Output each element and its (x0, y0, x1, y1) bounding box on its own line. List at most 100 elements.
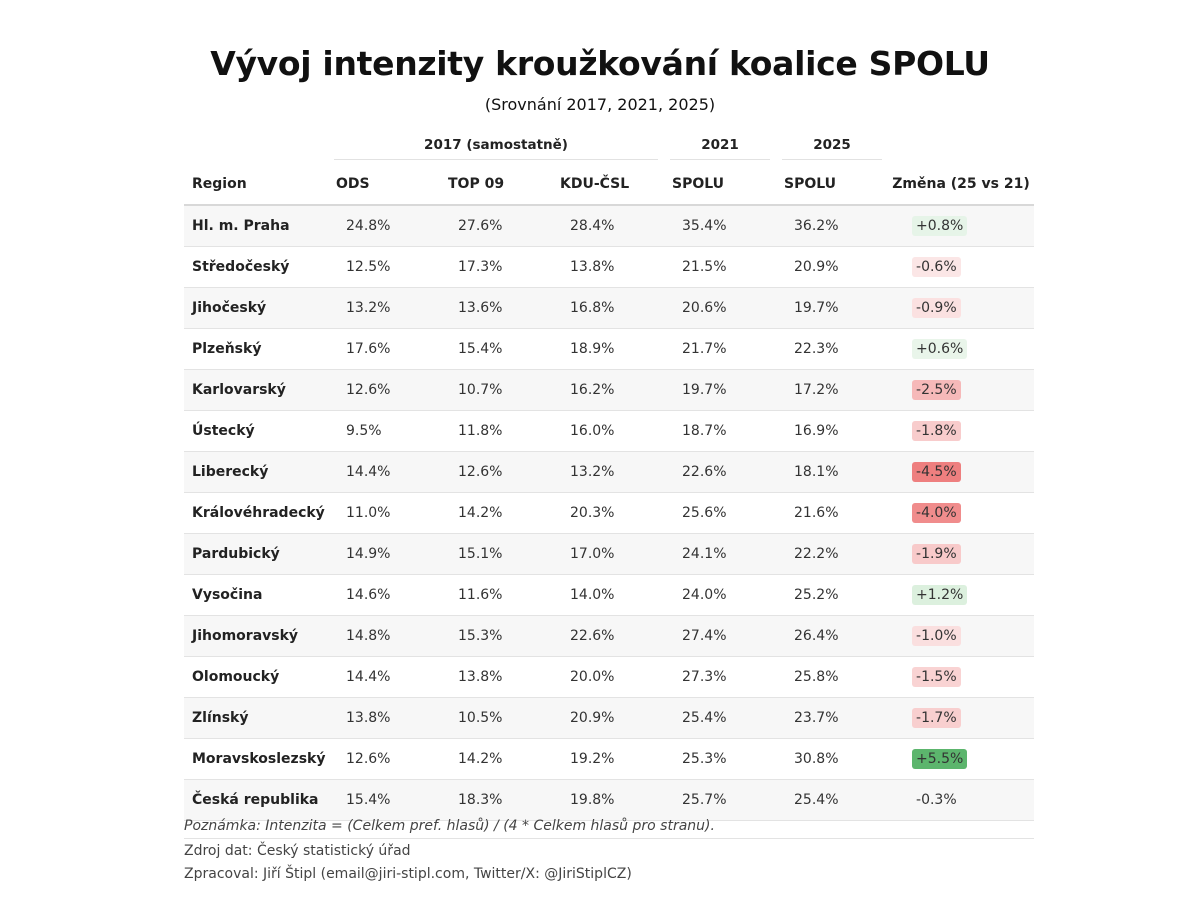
value-cell-spolu25: 22.2% (776, 533, 889, 575)
value-cell-spolu21: 27.3% (664, 656, 777, 698)
value-cell-ods: 14.4% (328, 451, 440, 493)
column-header-kdu: KDU-ČSL (552, 164, 665, 206)
value-text: 23.7% (794, 710, 839, 726)
value-cell-kdu: 19.8% (552, 779, 665, 821)
column-header-top09: TOP 09 (440, 164, 552, 206)
value-text: 25.4% (682, 710, 727, 726)
column-header-spolu-2025: SPOLU (776, 164, 889, 206)
value-text: 16.8% (570, 300, 615, 316)
value-cell-spolu21: 20.6% (664, 287, 777, 329)
change-badge: +5.5% (912, 749, 968, 769)
column-header-change: Změna (25 vs 21) (888, 164, 1035, 206)
change-cell: +0.8% (888, 205, 1035, 247)
change-cell: -1.7% (888, 697, 1035, 739)
value-text: 10.7% (458, 382, 503, 398)
table-row: Karlovarský 12.6% 10.7% 16.2% 19.7% 17.2% -2.5… (184, 369, 1035, 411)
region-cell: Ústecký (184, 410, 328, 452)
value-cell-top09: 18.3% (440, 779, 552, 821)
value-cell-spolu25: 25.2% (776, 574, 889, 616)
value-text: 12.6% (346, 382, 391, 398)
change-badge: -1.0% (912, 626, 961, 646)
table-row: Ústecký 9.5% 11.8% 16.0% 18.7% 16.9% -1.8% (184, 410, 1035, 452)
table-row: Moravskoslezský 12.6% 14.2% 19.2% 25.3% 30.8%… (184, 738, 1035, 780)
value-text: 10.5% (458, 710, 503, 726)
region-cell: Karlovarský (184, 369, 328, 411)
value-text: 22.6% (682, 464, 727, 480)
change-cell: -1.0% (888, 615, 1035, 657)
value-text: 15.4% (458, 341, 503, 357)
value-cell-ods: 12.6% (328, 369, 440, 411)
value-text: 17.6% (346, 341, 391, 357)
table-row: Středočeský 12.5% 17.3% 13.8% 21.5% 20.9% -0.6… (184, 246, 1035, 288)
value-cell-spolu21: 19.7% (664, 369, 777, 411)
region-cell: Středočeský (184, 246, 328, 288)
value-text: 19.7% (794, 300, 839, 316)
change-badge: -1.7% (912, 708, 961, 728)
value-cell-spolu21: 24.0% (664, 574, 777, 616)
value-cell-spolu25: 16.9% (776, 410, 889, 452)
value-text: 12.6% (458, 464, 503, 480)
value-cell-ods: 9.5% (328, 410, 440, 452)
value-cell-top09: 14.2% (440, 492, 552, 534)
table-row: Jihomoravský 14.8% 15.3% 22.6% 27.4% 26.4% -1.… (184, 615, 1035, 657)
region-cell: Česká republika (184, 779, 328, 821)
change-badge: +0.8% (912, 216, 968, 236)
value-text: 15.1% (458, 546, 503, 562)
value-cell-spolu25: 19.7% (776, 287, 889, 329)
value-text: 13.6% (458, 300, 503, 316)
change-cell: -4.0% (888, 492, 1035, 534)
value-text: 27.4% (682, 628, 727, 644)
change-badge: -0.3% (916, 792, 957, 808)
spanner-2017: 2017 (samostatně) (328, 132, 664, 164)
value-cell-kdu: 16.8% (552, 287, 665, 329)
value-cell-spolu21: 24.1% (664, 533, 777, 575)
change-cell: +5.5% (888, 738, 1035, 780)
value-cell-spolu25: 25.4% (776, 779, 889, 821)
value-cell-spolu21: 27.4% (664, 615, 777, 657)
change-cell: -0.9% (888, 287, 1035, 329)
value-cell-ods: 13.2% (328, 287, 440, 329)
value-text: 11.8% (458, 423, 503, 439)
value-cell-top09: 15.1% (440, 533, 552, 575)
table-row: Jihočeský 13.2% 13.6% 16.8% 20.6% 19.7% -0.9% (184, 287, 1035, 329)
value-cell-top09: 15.4% (440, 328, 552, 370)
value-cell-kdu: 20.3% (552, 492, 665, 534)
table-row: Plzeňský 17.6% 15.4% 18.9% 21.7% 22.3% +0.6% (184, 328, 1035, 370)
table-row: Liberecký 14.4% 12.6% 13.2% 22.6% 18.1% -4.5% (184, 451, 1035, 493)
value-text: 24.8% (346, 218, 391, 234)
table-body: Hl. m. Praha 24.8% 27.6% 28.4% 35.4% 36.2% +0.… (184, 205, 1035, 821)
author-note: Zpracoval: Jiří Štipl (email@jiri-stipl.… (184, 866, 632, 882)
value-cell-spolu25: 25.8% (776, 656, 889, 698)
table-row: Zlínský 13.8% 10.5% 20.9% 25.4% 23.7% -1.7% (184, 697, 1035, 739)
value-cell-kdu: 19.2% (552, 738, 665, 780)
value-text: 14.4% (346, 464, 391, 480)
value-text: 21.5% (682, 259, 727, 275)
value-cell-top09: 11.8% (440, 410, 552, 452)
change-cell: -4.5% (888, 451, 1035, 493)
value-cell-top09: 12.6% (440, 451, 552, 493)
value-text: 13.2% (346, 300, 391, 316)
value-cell-top09: 17.3% (440, 246, 552, 288)
change-badge: -0.6% (912, 257, 961, 277)
value-text: 25.8% (794, 669, 839, 685)
spanner-2025: 2025 (776, 132, 888, 164)
source-note: Zdroj dat: Český statistický úřad (184, 843, 411, 859)
value-text: 22.3% (794, 341, 839, 357)
value-cell-spolu25: 20.9% (776, 246, 889, 288)
value-text: 20.0% (570, 669, 615, 685)
value-text: 27.3% (682, 669, 727, 685)
value-text: 26.4% (794, 628, 839, 644)
value-text: 18.9% (570, 341, 615, 357)
change-badge: -2.5% (912, 380, 961, 400)
value-cell-kdu: 22.6% (552, 615, 665, 657)
region-cell: Vysočina (184, 574, 328, 616)
value-text: 17.0% (570, 546, 615, 562)
value-cell-spolu25: 36.2% (776, 205, 889, 247)
value-cell-spolu21: 25.6% (664, 492, 777, 534)
data-table: 2017 (samostatně) 2021 2025 Region ODS T… (184, 132, 1035, 821)
value-text: 25.6% (682, 505, 727, 521)
region-cell: Olomoucký (184, 656, 328, 698)
value-text: 27.6% (458, 218, 503, 234)
value-cell-spolu25: 23.7% (776, 697, 889, 739)
value-text: 16.0% (570, 423, 615, 439)
